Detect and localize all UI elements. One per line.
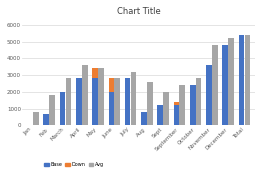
Legend: Base, Down, Avg: Base, Down, Avg (43, 161, 105, 168)
Bar (76, 79, 82, 125)
Title: Chart Title: Chart Title (117, 7, 161, 16)
Bar (174, 102, 179, 105)
Bar (33, 112, 39, 125)
Bar (163, 92, 169, 125)
Bar (98, 68, 104, 125)
Bar (239, 35, 244, 125)
Bar (190, 85, 195, 125)
Bar (196, 79, 201, 125)
Bar (108, 79, 114, 92)
Bar (82, 65, 88, 125)
Bar (43, 114, 49, 125)
Bar (92, 79, 98, 125)
Bar (66, 79, 71, 125)
Bar (174, 105, 179, 125)
Bar (114, 79, 120, 125)
Bar (108, 92, 114, 125)
Bar (147, 82, 152, 125)
Bar (131, 72, 136, 125)
Bar (179, 85, 185, 125)
Bar (49, 95, 55, 125)
Bar (141, 112, 147, 125)
Bar (92, 68, 98, 79)
Bar (206, 65, 212, 125)
Bar (244, 35, 250, 125)
Bar (222, 45, 228, 125)
Bar (125, 79, 130, 125)
Bar (157, 105, 163, 125)
Bar (212, 45, 218, 125)
Bar (228, 38, 234, 125)
Bar (60, 92, 66, 125)
